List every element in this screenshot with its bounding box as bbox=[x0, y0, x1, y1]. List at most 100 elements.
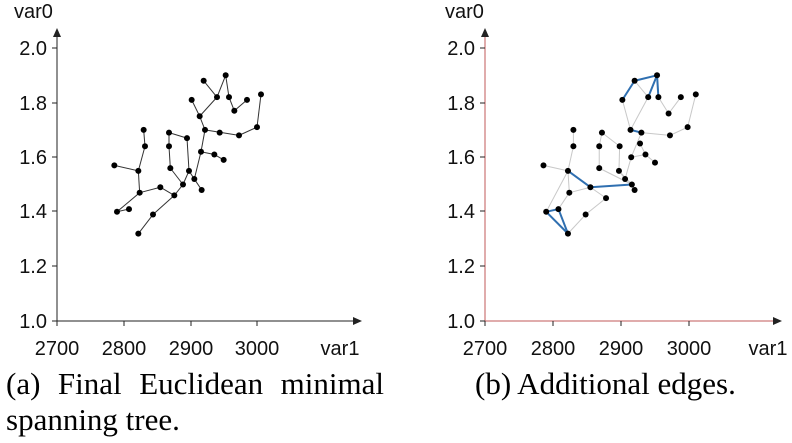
y-tick-label: 1.8 bbox=[19, 93, 47, 115]
data-point bbox=[628, 154, 635, 161]
chart-panel-a: 2700 2800 2900 3000 1.0 1.2 1.4 1.6 1.8 2.0 var1 va… bbox=[14, 1, 362, 360]
data-point bbox=[631, 186, 638, 193]
data-point bbox=[587, 184, 594, 191]
tree-edge bbox=[216, 75, 227, 98]
y-axis-arrow bbox=[481, 28, 489, 37]
data-point bbox=[244, 96, 250, 103]
data-point bbox=[258, 91, 264, 98]
data-point bbox=[677, 94, 684, 101]
tree-edge bbox=[601, 132, 620, 147]
tree-edge bbox=[199, 96, 218, 117]
tree-edge bbox=[168, 132, 188, 139]
data-point bbox=[167, 165, 174, 172]
data-point bbox=[628, 181, 635, 188]
tree-edge bbox=[669, 126, 688, 136]
data-point bbox=[692, 91, 699, 98]
y-tick-label: 1.0 bbox=[447, 311, 475, 333]
data-point bbox=[627, 126, 634, 133]
additional-edge bbox=[634, 74, 658, 82]
data-point bbox=[142, 143, 148, 150]
data-point bbox=[157, 184, 164, 191]
data-point bbox=[652, 159, 658, 166]
tree-edge bbox=[137, 170, 141, 193]
additional-edge bbox=[656, 75, 660, 98]
x-tick-label: 3000 bbox=[667, 338, 712, 360]
data-point bbox=[188, 96, 195, 103]
data-point bbox=[166, 143, 172, 150]
y-tick-label: 1.2 bbox=[447, 256, 475, 278]
data-point bbox=[684, 124, 691, 131]
data-point bbox=[655, 94, 662, 101]
tree-edge bbox=[569, 186, 591, 194]
data-point bbox=[236, 132, 242, 139]
data-point bbox=[166, 129, 172, 136]
caption-a: (a) Final Euclidean minimal spanning tre… bbox=[6, 366, 384, 437]
data-point bbox=[619, 96, 626, 103]
data-point bbox=[570, 143, 577, 150]
data-point bbox=[596, 143, 603, 150]
y-axis-title: var0 bbox=[445, 1, 484, 23]
data-point bbox=[645, 94, 652, 101]
tree-edge bbox=[137, 146, 146, 171]
x-axis-arrow bbox=[773, 317, 782, 325]
additional-edge bbox=[545, 211, 569, 235]
tree-edge bbox=[687, 94, 697, 128]
y-tick-label: 1.6 bbox=[447, 147, 475, 169]
y-tick-label: 2.0 bbox=[447, 38, 475, 60]
y-tick-label: 1.4 bbox=[447, 201, 475, 223]
tree-edge bbox=[641, 132, 671, 136]
data-point bbox=[596, 165, 603, 172]
data-point bbox=[186, 167, 192, 174]
tree-edge bbox=[567, 214, 587, 234]
data-point bbox=[637, 140, 644, 147]
data-point bbox=[211, 151, 218, 158]
tree-edge bbox=[545, 170, 569, 213]
data-point bbox=[642, 151, 649, 158]
tree-edge bbox=[203, 80, 218, 98]
data-point bbox=[666, 132, 673, 139]
data-point bbox=[638, 129, 645, 136]
data-point bbox=[202, 126, 208, 133]
tree-edge bbox=[630, 96, 649, 131]
tree-edge bbox=[168, 146, 171, 169]
additional-edge bbox=[590, 183, 632, 189]
data-point bbox=[126, 206, 132, 213]
y-tick-label: 1.8 bbox=[447, 93, 475, 115]
data-point bbox=[114, 208, 120, 215]
chart-panel-b: 2700 2800 2900 3000 1.0 1.2 1.4 1.6 1.8 2.0 var1 va… bbox=[445, 1, 787, 360]
y-tick-label: 1.0 bbox=[19, 311, 47, 333]
data-point bbox=[140, 126, 147, 133]
tree-edge bbox=[152, 195, 175, 215]
tree-edge bbox=[618, 146, 621, 171]
data-point bbox=[135, 230, 142, 237]
data-point bbox=[566, 189, 573, 196]
data-point bbox=[135, 167, 142, 174]
x-axis-title: var1 bbox=[749, 338, 788, 360]
data-point bbox=[198, 186, 205, 193]
data-point bbox=[180, 181, 186, 188]
data-point bbox=[222, 72, 229, 79]
data-point bbox=[598, 129, 605, 136]
y-tick-label: 1.4 bbox=[19, 201, 47, 223]
tree-edge bbox=[139, 186, 161, 194]
data-point bbox=[111, 162, 118, 169]
x-tick-label: 2800 bbox=[102, 338, 147, 360]
data-point bbox=[136, 189, 143, 196]
tree-edge bbox=[169, 167, 184, 185]
tree-edge bbox=[186, 138, 190, 171]
data-point bbox=[231, 107, 238, 114]
data-point bbox=[198, 148, 204, 155]
tree-edge bbox=[585, 197, 607, 215]
data-point bbox=[615, 167, 622, 174]
data-point bbox=[564, 167, 571, 174]
x-tick-label: 2900 bbox=[599, 338, 644, 360]
tree-edge bbox=[191, 99, 201, 117]
additional-edge bbox=[567, 170, 591, 189]
tree-edge bbox=[225, 75, 230, 98]
data-point bbox=[150, 211, 156, 218]
x-axis-title: var1 bbox=[321, 338, 360, 360]
data-point bbox=[540, 162, 547, 169]
data-point bbox=[226, 94, 232, 101]
tree-edge bbox=[256, 94, 262, 128]
